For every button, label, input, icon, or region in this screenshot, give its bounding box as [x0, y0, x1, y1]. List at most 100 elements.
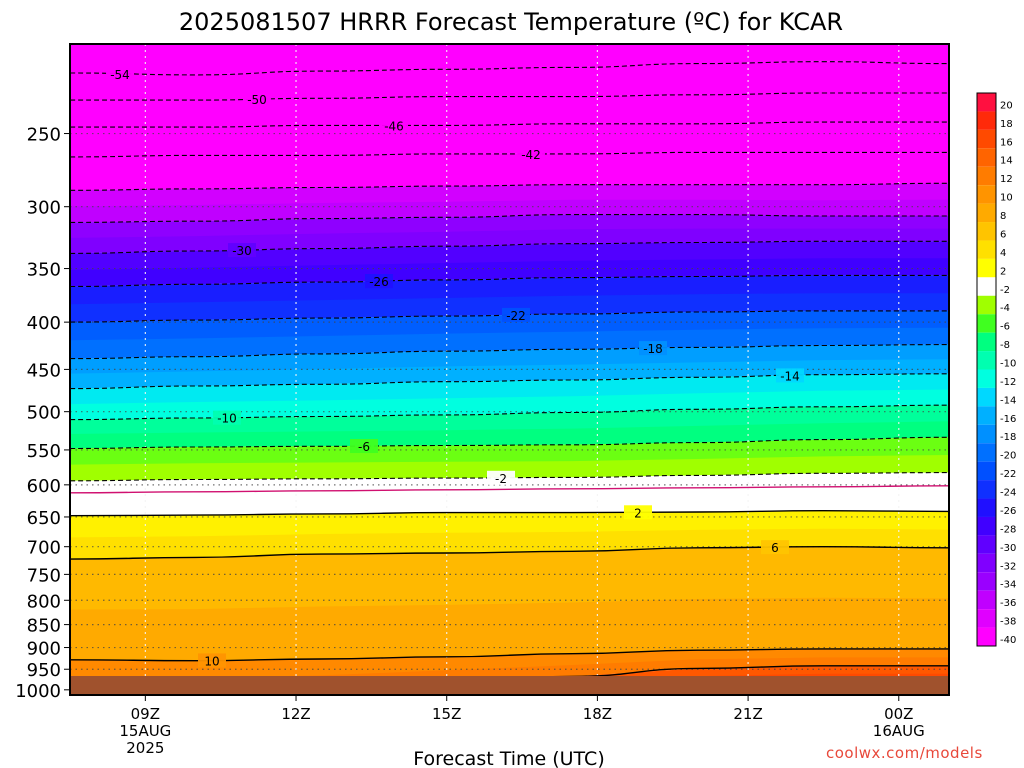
colorbar-label: 2 — [1000, 266, 1006, 277]
isotherm-label-bg — [639, 341, 667, 356]
temp-sub-band — [70, 275, 949, 305]
colorbar-label: -36 — [1000, 598, 1016, 609]
isotherm-label: -18 — [643, 342, 663, 356]
isotherm-label: -30 — [232, 244, 252, 258]
isotherm-label-bg — [106, 66, 134, 81]
colorbar-label: -34 — [1000, 580, 1016, 591]
y-tick-label: 400 — [27, 313, 61, 334]
colorbar-swatch — [977, 314, 996, 333]
colorbar-swatch — [977, 277, 996, 296]
temp-sub-band — [70, 122, 949, 142]
temp-sub-band — [70, 648, 949, 678]
isotherm-line — [70, 182, 949, 191]
colorbar-label: 4 — [1000, 248, 1006, 259]
isotherm-label-bg — [243, 92, 271, 107]
colorbar-swatch — [977, 185, 996, 204]
freezing-line — [70, 485, 949, 494]
y-tick-label: 800 — [27, 591, 61, 612]
x-tick-label: 18Z — [583, 705, 612, 723]
temp-sub-band — [70, 241, 949, 270]
isotherm-line — [70, 344, 949, 360]
isotherm-label-bg — [365, 274, 393, 289]
isotherm-line — [70, 151, 949, 158]
isotherm-label-bg — [502, 307, 530, 322]
isotherm-label-bg — [213, 410, 241, 425]
isotherm-label-bg — [198, 653, 226, 668]
y-tick-label: 850 — [27, 616, 61, 637]
colorbar-label: -10 — [1000, 359, 1016, 370]
isotherm-label: -42 — [521, 148, 541, 162]
isotherm-label-bg — [624, 505, 652, 520]
colorbar-swatch — [977, 387, 996, 407]
isotherm-line — [70, 509, 949, 517]
colorbar-label: -14 — [1000, 395, 1016, 406]
colorbar-swatch — [977, 609, 996, 628]
colorbar-label: -12 — [1000, 377, 1016, 388]
colorbar-swatch — [977, 572, 996, 591]
isotherm-label: -10 — [217, 412, 237, 426]
isotherm-line — [70, 373, 949, 390]
isotherm-label: 2 — [634, 506, 642, 520]
colorbar-label: 6 — [1000, 229, 1006, 240]
x-tick-label: 00Z — [884, 705, 913, 723]
colorbar-label: -22 — [1000, 469, 1016, 480]
isotherm-label: -14 — [780, 369, 800, 383]
colorbar-swatch — [977, 443, 996, 462]
colorbar-label: 18 — [1000, 119, 1013, 130]
y-tick-label: 600 — [27, 476, 61, 497]
colorbar-label: -20 — [1000, 451, 1016, 462]
x-tick-label: 12Z — [281, 705, 310, 723]
isotherm-label: -2 — [495, 472, 507, 486]
colorbar-swatch — [977, 424, 996, 444]
colorbar-label: 10 — [1000, 193, 1013, 204]
colorbar-swatch — [977, 553, 996, 573]
temp-band-top — [70, 44, 949, 75]
temp-sub-band — [70, 183, 949, 207]
y-tick-label: 300 — [27, 198, 61, 219]
colorbar-label: 8 — [1000, 211, 1006, 222]
isotherm-label: -46 — [384, 119, 404, 133]
x-axis-label: Forecast Time (UTC) — [413, 748, 604, 768]
x-tick-label: 15AUG — [119, 722, 171, 740]
colorbar-label: 20 — [1000, 100, 1013, 111]
colorbar-label: -4 — [1000, 303, 1010, 314]
colorbar-label: -6 — [1000, 322, 1010, 333]
temp-sub-band — [70, 510, 949, 538]
y-tick-label: 500 — [27, 403, 61, 424]
isotherm-label: -6 — [358, 440, 370, 454]
colorbar-swatch — [977, 295, 996, 315]
y-tick-label: 750 — [27, 565, 61, 586]
temp-sub-band — [70, 437, 949, 465]
isotherm-label: -22 — [506, 309, 526, 323]
colorbar-label: -16 — [1000, 414, 1016, 425]
colorbar-label: -8 — [1000, 340, 1010, 351]
colorbar-swatch — [977, 369, 996, 388]
temp-sub-band — [70, 152, 949, 174]
colorbar-label: -18 — [1000, 432, 1016, 443]
colorbar-swatch — [977, 148, 996, 167]
colorbar-label: -24 — [1000, 488, 1016, 499]
colorbar-swatch — [977, 111, 996, 130]
colorbar-swatch — [977, 332, 996, 352]
colorbar-label: -32 — [1000, 561, 1016, 572]
temp-sub-band — [70, 310, 949, 341]
y-tick-label: 350 — [27, 260, 61, 281]
isotherm-label-bg — [228, 243, 256, 258]
colorbar-swatch — [977, 461, 996, 481]
isotherm-label: -50 — [247, 93, 267, 107]
colorbar-label: 16 — [1000, 137, 1013, 148]
y-tick-label: 700 — [27, 538, 61, 559]
temp-sub-band — [70, 344, 949, 374]
gridlines — [70, 44, 949, 695]
colorbar-label: -30 — [1000, 543, 1016, 554]
y-axis: 2503003504004505005506006507007508008509… — [15, 125, 70, 702]
y-tick-label: 550 — [27, 441, 61, 462]
isotherm-line — [70, 240, 949, 254]
ground-surface — [70, 676, 949, 695]
y-tick-label: 1000 — [15, 681, 61, 702]
isotherm-line — [70, 61, 949, 76]
isotherm-label-bg — [380, 118, 408, 133]
y-tick-label: 650 — [27, 508, 61, 529]
